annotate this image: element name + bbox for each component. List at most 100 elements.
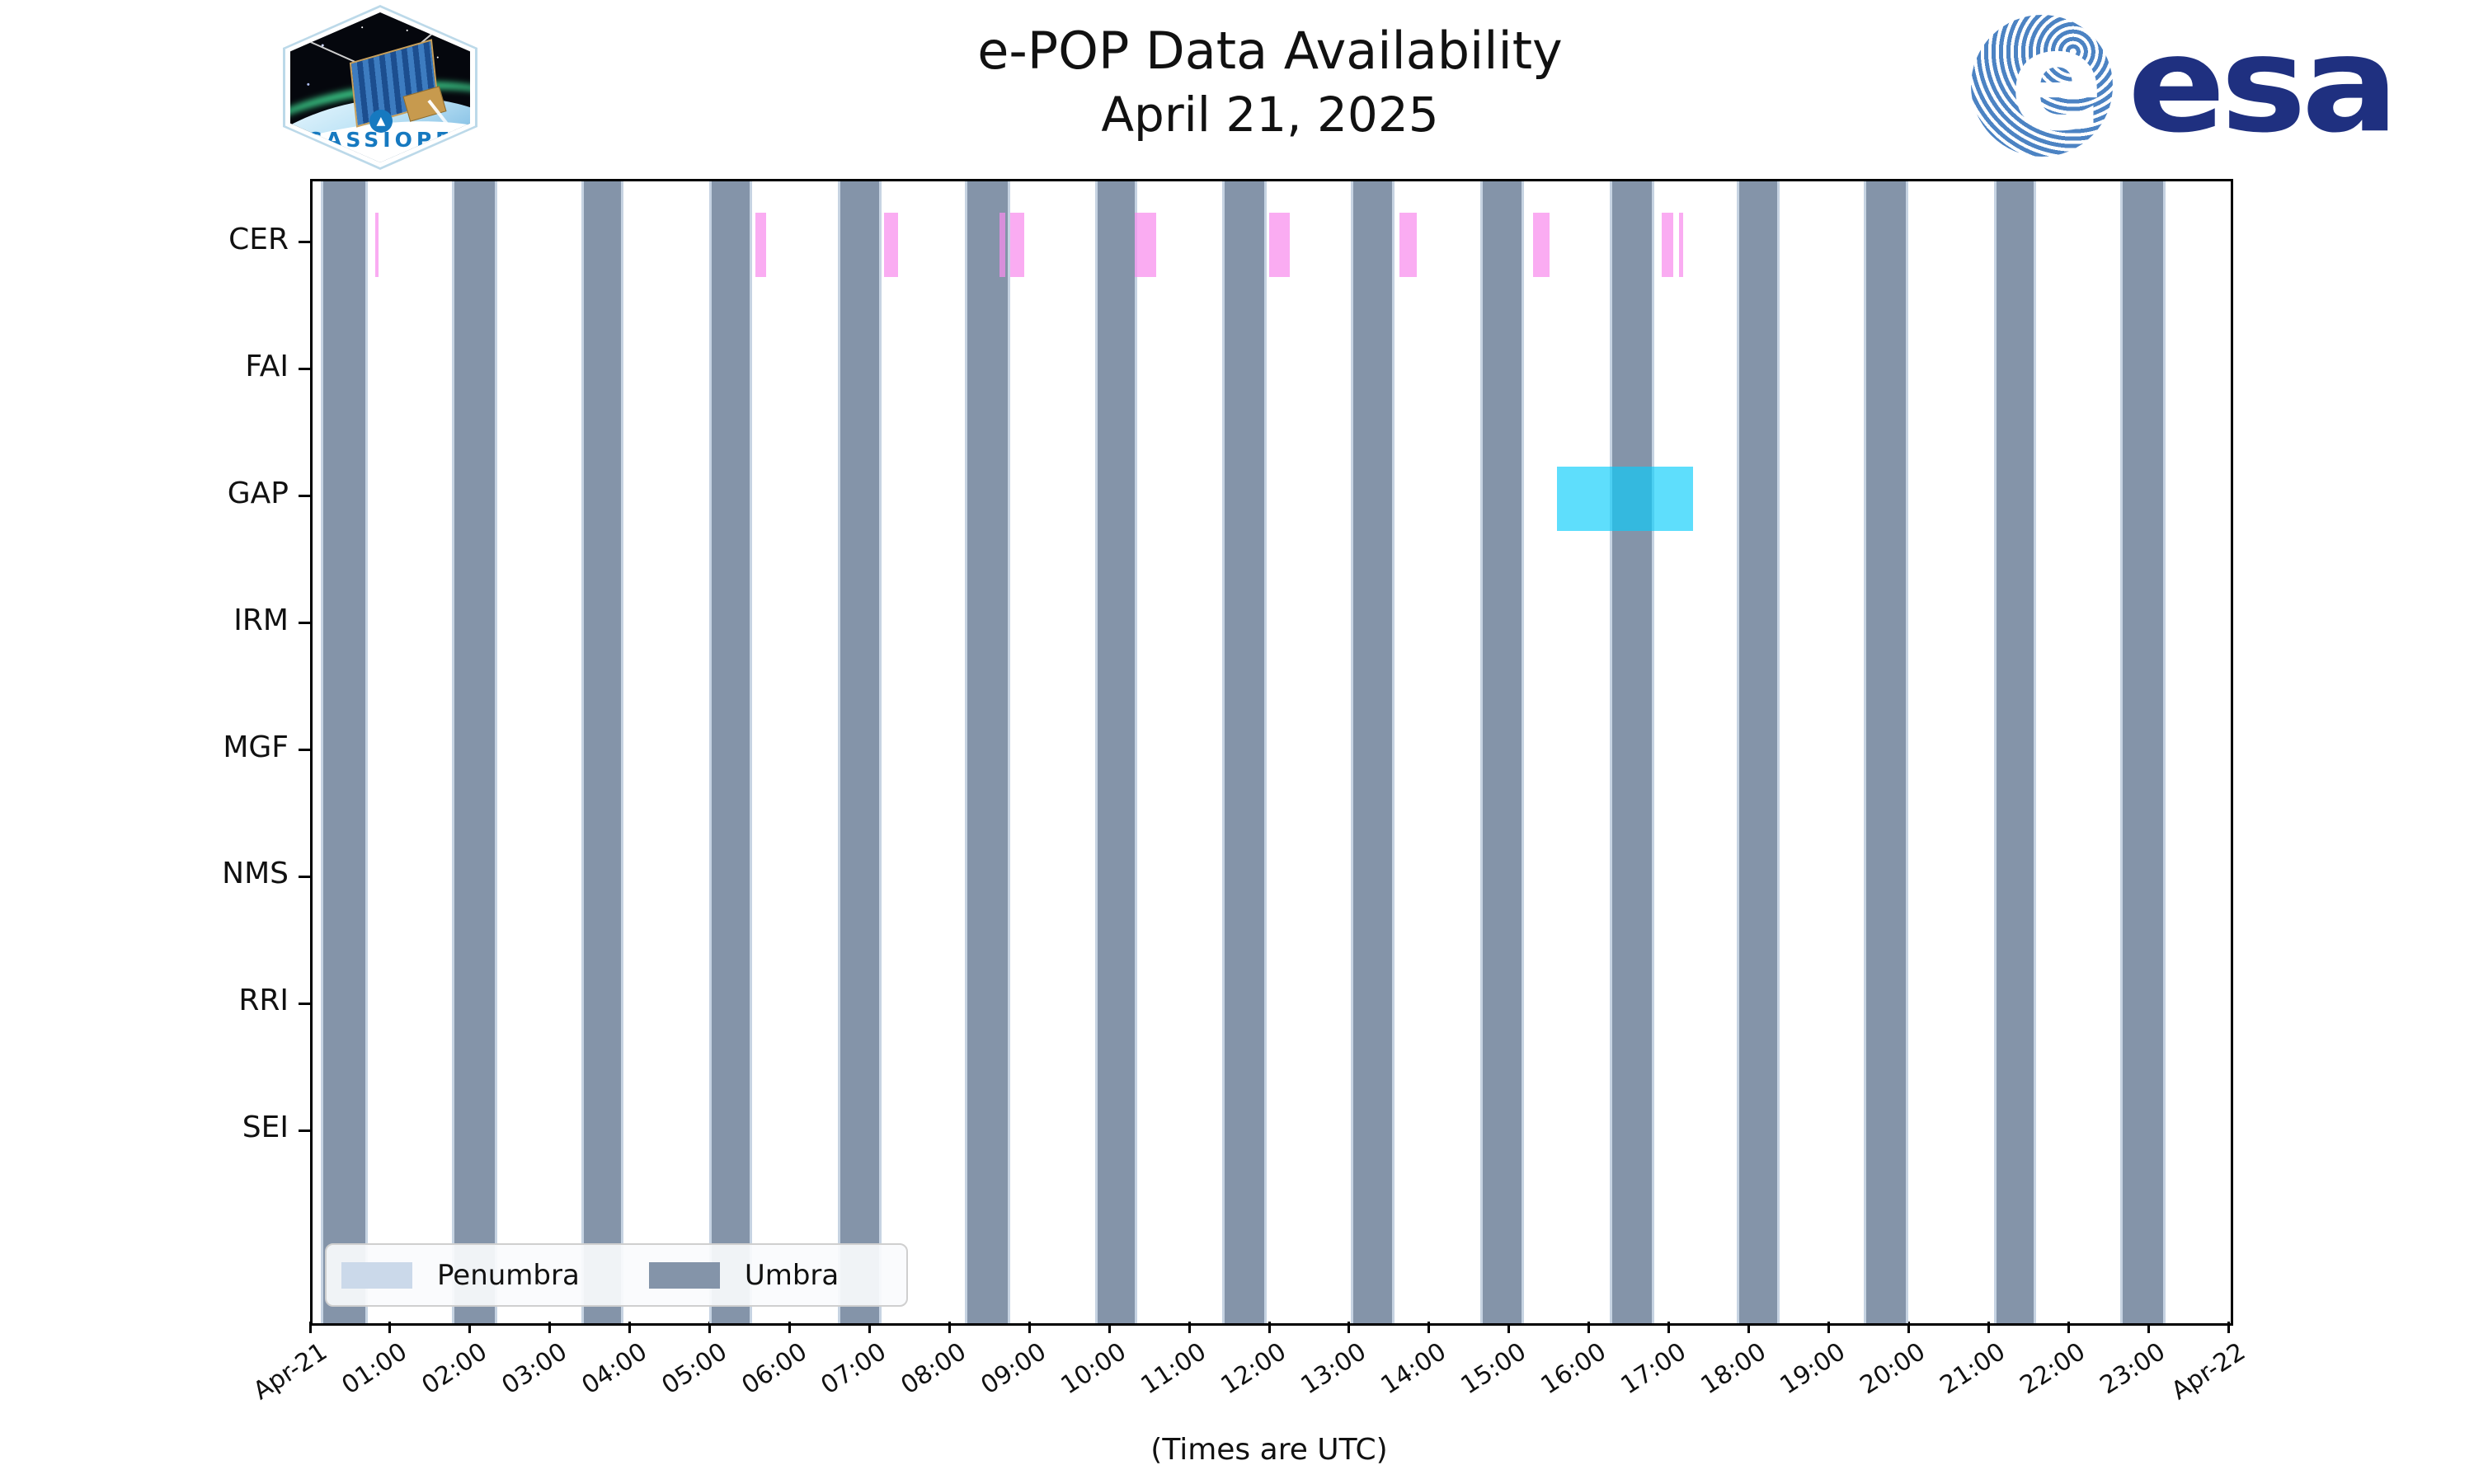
x-tick-mark [1507,1322,1511,1333]
esa-logo: e esa [1971,8,2399,162]
y-tick-label: MGF [223,730,289,764]
x-tick-label: 12:00 [1216,1337,1292,1401]
x-tick-label: 21:00 [1935,1337,2011,1401]
csa-logo-icon: ▲ [369,109,393,133]
cer-availability-bar [1399,212,1418,277]
esa-wordmark: esa [2128,8,2399,162]
y-tick-label: SEI [242,1111,289,1145]
x-tick-label: 16:00 [1536,1337,1611,1401]
title-line2: April 21, 2025 [1101,87,1439,143]
x-tick-label: Apr-22 [2166,1337,2251,1407]
y-tick-mark [299,241,310,244]
x-tick-mark [468,1322,472,1333]
x-tick-label: 22:00 [2015,1337,2091,1401]
umbra-bar [964,181,1011,1323]
cer-availability-bar [1532,212,1550,277]
x-tick-label: 04:00 [576,1337,652,1401]
figure-title: e-POP Data Availability April 21, 2025 [808,18,1732,145]
x-tick-label: 14:00 [1376,1337,1451,1401]
cassiope-mission-patch: ▲ CASSIOPE [283,5,477,170]
x-tick-label: 17:00 [1616,1337,1691,1401]
y-tick-mark [299,749,310,751]
x-tick-mark [1427,1322,1431,1333]
x-tick-mark [1348,1322,1351,1333]
x-tick-label: 23:00 [2095,1337,2171,1401]
x-tick-mark [1827,1322,1830,1333]
umbra-bar [837,181,882,1323]
x-tick-mark [948,1322,951,1333]
umbra-bar [1737,181,1780,1323]
y-tick-label: CER [228,222,289,256]
x-tick-label: 20:00 [1855,1337,1931,1401]
cer-availability-bar [755,212,767,277]
y-tick-mark [299,875,310,878]
cer-availability-bar [1010,212,1024,277]
x-axis-title: (Times are UTC) [1150,1433,1388,1467]
y-tick-label: FAI [245,349,289,383]
x-tick-mark [1747,1322,1750,1333]
umbra-bar [451,181,497,1323]
x-tick-label: Apr-21 [247,1337,333,1407]
legend-swatch-penumbra [341,1261,412,1289]
plot-area: Penumbra Umbra [310,179,2233,1326]
umbra-bar [2120,181,2166,1323]
y-tick-label: GAP [227,476,289,510]
x-tick-label: 05:00 [656,1337,732,1401]
x-tick-mark [308,1322,312,1333]
legend-label-penumbra: Penumbra [437,1258,580,1292]
x-tick-mark [2067,1322,2070,1333]
x-tick-mark [388,1322,392,1333]
y-tick-label: IRM [233,603,289,637]
x-tick-label: 19:00 [1775,1337,1851,1401]
umbra-bar [1221,181,1268,1323]
x-tick-label: 07:00 [816,1337,892,1401]
umbra-bar [320,181,368,1323]
y-tick-mark [299,622,310,625]
x-tick-mark [2147,1322,2150,1333]
cer-availability-bar [1679,212,1684,277]
cer-availability-bar [999,212,1006,277]
umbra-bar [581,181,623,1323]
y-tick-label: RRI [238,984,289,1018]
y-tick-label: NMS [222,857,289,891]
x-tick-mark [1108,1322,1111,1333]
x-tick-mark [1188,1322,1191,1333]
umbra-bar [1094,181,1138,1323]
x-tick-mark [868,1322,871,1333]
cer-availability-bar [1135,212,1157,277]
legend-swatch-umbra [648,1261,720,1289]
title-line1: e-POP Data Availability [977,21,1563,81]
x-tick-label: 13:00 [1296,1337,1371,1401]
x-tick-label: 11:00 [1136,1337,1212,1401]
legend-label-umbra: Umbra [744,1258,840,1292]
x-tick-label: 08:00 [896,1337,972,1401]
x-tick-label: 03:00 [496,1337,572,1401]
x-tick-mark [1667,1322,1671,1333]
x-tick-label: 01:00 [336,1337,412,1401]
x-tick-mark [548,1322,552,1333]
x-tick-mark [1907,1322,1910,1333]
x-tick-mark [1987,1322,1990,1333]
umbra-bar [1994,181,2037,1323]
x-tick-mark [628,1322,632,1333]
y-tick-mark [299,1002,310,1005]
umbra-bar [708,181,753,1323]
x-tick-label: 06:00 [736,1337,812,1401]
x-tick-label: 10:00 [1056,1337,1132,1401]
umbra-bar [1479,181,1525,1323]
x-tick-label: 18:00 [1695,1337,1771,1401]
x-tick-label: 15:00 [1456,1337,1531,1401]
x-tick-mark [1587,1322,1591,1333]
x-tick-mark [1268,1322,1271,1333]
cer-availability-bar [1269,212,1291,277]
gap-availability-bar [1556,466,1693,531]
y-tick-mark [299,495,310,498]
satellite-illustration [305,12,470,162]
x-tick-mark [788,1322,791,1333]
esa-globe-icon: e [1971,15,2113,157]
legend: Penumbra Umbra [325,1243,908,1307]
y-tick-mark [299,1129,310,1132]
x-tick-mark [2227,1322,2230,1333]
x-tick-label: 02:00 [416,1337,492,1401]
